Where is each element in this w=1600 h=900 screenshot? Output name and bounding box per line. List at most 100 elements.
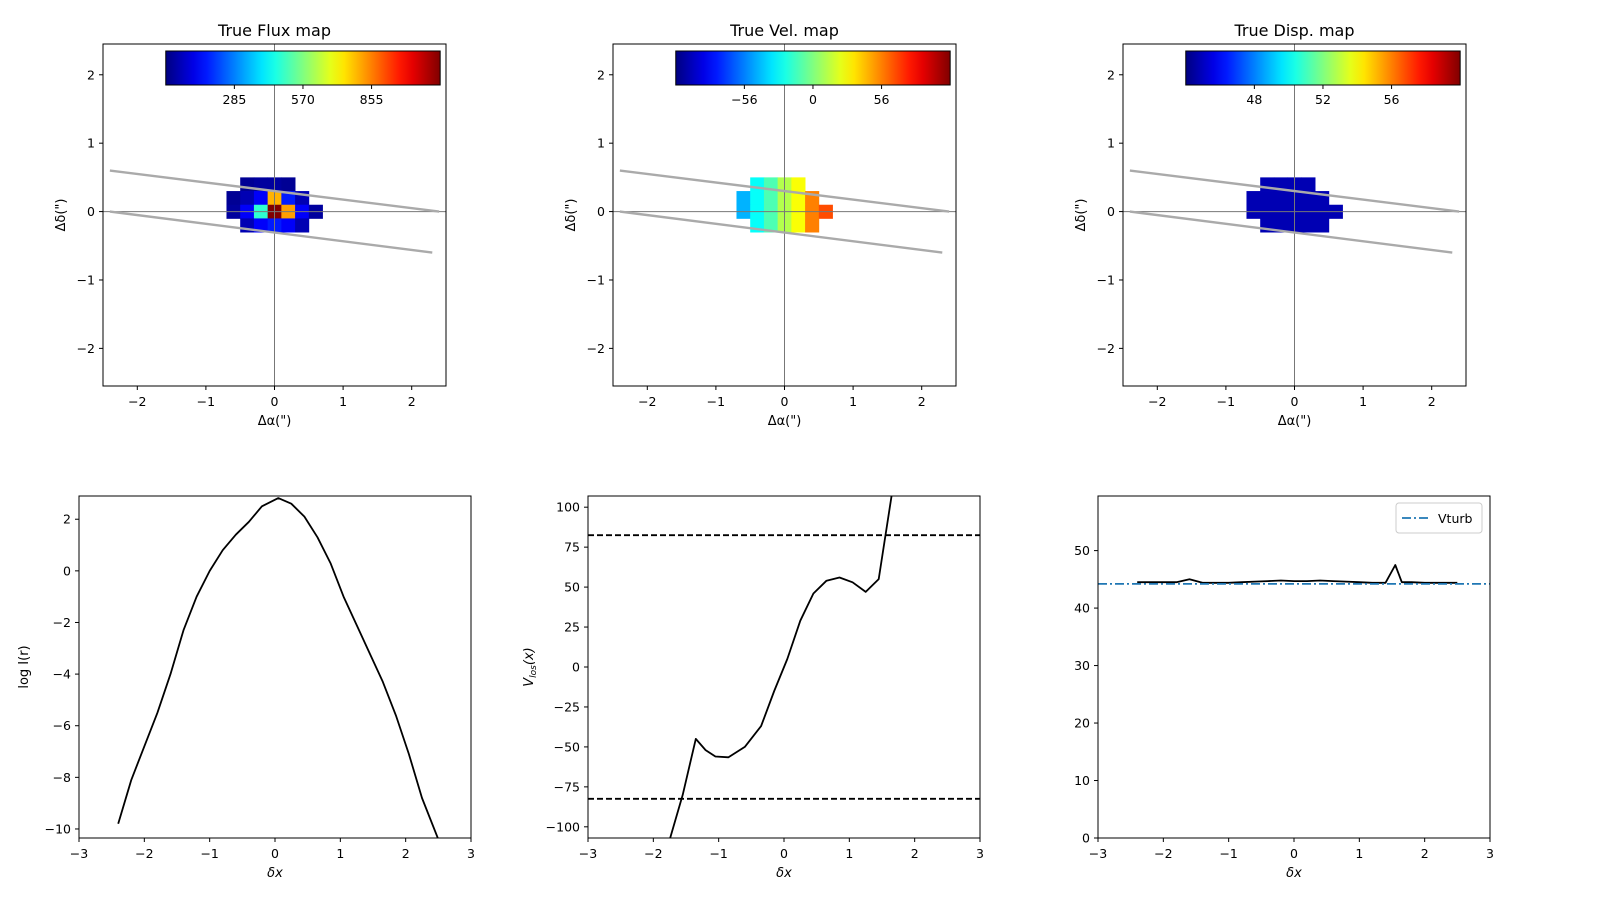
y-tick-label: 10 <box>1074 773 1090 788</box>
x-tick-label: 3 <box>976 846 984 861</box>
y-tick-label: 0 <box>87 204 95 219</box>
x-tick-label: −2 <box>644 846 662 861</box>
y-axis-label: Δδ(") <box>54 199 69 232</box>
y-tick-label: −4 <box>53 667 71 682</box>
x-axis-label: δx <box>267 866 283 881</box>
y-axis-label: Δδ(") <box>564 199 579 232</box>
panel-1: 285 570 855 −2 −1 0 1 2 −2 −1 0 1 2 True Flux map Δα("… <box>54 21 447 429</box>
y-tick-label: 30 <box>1074 658 1090 673</box>
map-pixel <box>763 191 779 206</box>
plot-area <box>117 497 439 838</box>
x-tick-label: −2 <box>1154 846 1172 861</box>
data-line <box>117 497 439 838</box>
map-pixel <box>1273 218 1289 233</box>
y-tick-label: 100 <box>556 500 580 515</box>
map-pixel <box>240 191 255 206</box>
x-tick-label: 0 <box>1291 394 1299 409</box>
plot-area <box>103 44 446 386</box>
x-tick-label: −2 <box>638 394 656 409</box>
x-tick-label: 1 <box>849 394 857 409</box>
colorbar-tick-label: 285 <box>222 92 246 107</box>
panel-2: −56 0 56 −2 −1 0 1 2 −2 −1 0 1 2 True Vel. map Δα(") Δδ… <box>564 21 957 429</box>
y-tick-label: 50 <box>1074 543 1090 558</box>
y-axis-label: Δδ(") <box>1074 199 1089 232</box>
y-tick-label: 75 <box>564 540 580 555</box>
y-tick-label: −10 <box>45 821 71 836</box>
slit-line <box>109 169 440 213</box>
panel-3: 48 52 56 −2 −1 0 1 2 −2 −1 0 1 2 True Disp. map Δα(") Δ… <box>1074 21 1467 429</box>
x-tick-label: 0 <box>271 394 279 409</box>
y-tick-label: 0 <box>597 204 605 219</box>
y-tick-label: 0 <box>63 563 71 578</box>
y-tick-label: 2 <box>63 512 71 527</box>
plot-area <box>588 496 980 838</box>
y-tick-label: −6 <box>53 718 71 733</box>
x-tick-label: 0 <box>781 394 789 409</box>
y-tick-label: 1 <box>597 136 605 151</box>
map-pixel <box>281 177 296 192</box>
colorbar <box>675 50 951 86</box>
x-tick-label: −2 <box>128 394 146 409</box>
x-axis-label: Δα(") <box>258 414 292 429</box>
y-tick-label: −2 <box>77 341 95 356</box>
y-tick-label: 50 <box>564 580 580 595</box>
chart-title: True Flux map <box>217 21 331 40</box>
x-tick-label: −3 <box>1089 846 1107 861</box>
map-pixel <box>1301 218 1316 233</box>
map-pixel <box>736 191 751 206</box>
y-tick-label: 1 <box>87 136 95 151</box>
slit-line <box>619 169 950 213</box>
y-tick-label: 2 <box>1107 67 1115 82</box>
map-pixel <box>295 218 310 233</box>
chart-title: True Vel. map <box>729 21 839 40</box>
x-tick-label: 1 <box>1359 394 1367 409</box>
y-tick-label: 2 <box>87 67 95 82</box>
data-line <box>1137 564 1458 584</box>
y-tick-label: −2 <box>587 341 605 356</box>
y-tick-label: −50 <box>554 739 580 754</box>
y-tick-label: −1 <box>587 272 605 287</box>
colorbar-tick-label: 0 <box>809 92 817 107</box>
x-tick-label: 3 <box>1486 846 1494 861</box>
x-axis-label: δx <box>1286 866 1302 881</box>
map-pixel <box>1246 191 1261 206</box>
map-pixel <box>281 191 296 206</box>
colorbar-tick-label: 56 <box>1384 92 1400 107</box>
x-tick-label: 2 <box>918 394 926 409</box>
x-tick-label: 1 <box>339 394 347 409</box>
y-tick-label: 2 <box>597 67 605 82</box>
x-tick-label: 1 <box>1355 846 1363 861</box>
y-tick-label: 1 <box>1107 136 1115 151</box>
x-tick-label: −3 <box>579 846 597 861</box>
colorbar <box>165 50 441 86</box>
x-tick-label: 2 <box>1421 846 1429 861</box>
plot-area <box>1098 564 1490 585</box>
map-pixel <box>253 218 269 233</box>
y-axis-label: log I(r) <box>17 645 32 688</box>
y-tick-label: 0 <box>572 660 580 675</box>
x-axis-label: δx <box>776 866 792 881</box>
colorbar-tick-label: 855 <box>360 92 384 107</box>
map-pixel <box>253 191 269 206</box>
y-tick-label: 20 <box>1074 716 1090 731</box>
data-line <box>669 496 893 838</box>
legend-label: Vturb <box>1438 511 1473 526</box>
y-tick-label: 40 <box>1074 601 1090 616</box>
legend-box <box>1395 502 1483 534</box>
y-tick-label: −1 <box>77 272 95 287</box>
colorbar-tick-label: 570 <box>291 92 315 107</box>
axes-frame <box>1097 495 1491 839</box>
slit-line <box>619 210 943 254</box>
x-tick-label: −1 <box>1219 846 1237 861</box>
map-pixel <box>791 177 806 192</box>
y-tick-label: 25 <box>564 620 580 635</box>
colorbar-tick-label: 48 <box>1246 92 1262 107</box>
y-tick-label: −2 <box>53 615 71 630</box>
x-tick-label: 2 <box>1428 394 1436 409</box>
map-pixel <box>1260 191 1275 206</box>
slit-line <box>109 210 433 254</box>
panel-5: −3 −2 −1 0 1 2 3 −100 −75 −50 −25 0 25 50 75 100 δx Vlos(… <box>522 495 984 881</box>
